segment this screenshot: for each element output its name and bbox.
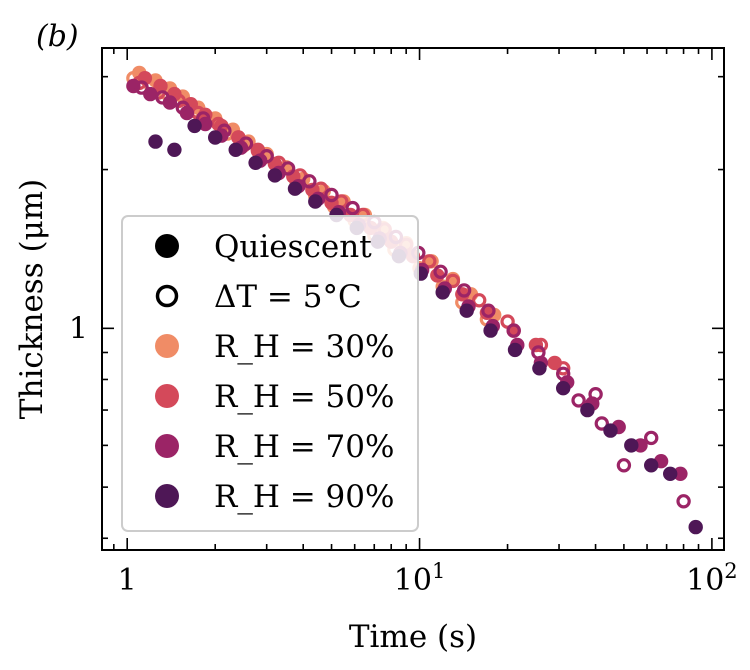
data-point xyxy=(663,466,678,481)
data-point xyxy=(259,148,274,164)
x-tick-label: 101 xyxy=(394,559,446,598)
legend-marker xyxy=(155,234,179,258)
data-point xyxy=(507,342,523,358)
legend-label: R_H = 50% xyxy=(214,379,394,415)
data-point xyxy=(673,466,688,481)
data-point xyxy=(217,123,232,138)
data-point xyxy=(287,181,303,196)
data-point xyxy=(688,519,703,535)
axis-ticks xyxy=(102,48,724,550)
data-point xyxy=(248,155,263,170)
legend-marker xyxy=(155,334,179,358)
legend-marker xyxy=(155,484,179,508)
data-point xyxy=(155,90,170,105)
data-point xyxy=(308,194,323,209)
data-point xyxy=(143,86,158,102)
legend-entry: R_H = 50% xyxy=(155,379,394,415)
legend-label: Quiescent xyxy=(214,229,372,265)
data-point xyxy=(148,134,163,149)
plot-frame xyxy=(101,47,725,551)
x-tick-label: 102 xyxy=(686,559,738,598)
y-tick-labels: 1 xyxy=(69,311,88,346)
data-point xyxy=(580,402,595,418)
data-point xyxy=(481,303,496,318)
data-point xyxy=(556,366,571,381)
data-point xyxy=(175,100,190,115)
data-point xyxy=(435,285,450,300)
legend-marker xyxy=(155,434,179,458)
data-point xyxy=(208,130,223,145)
data-point xyxy=(483,323,498,338)
data-point xyxy=(556,361,571,376)
data-point xyxy=(472,293,487,308)
legend-label: R_H = 30% xyxy=(214,329,394,365)
data-point xyxy=(433,264,448,279)
panel-label: (b) xyxy=(36,19,79,54)
data-point xyxy=(588,387,603,402)
data-point xyxy=(532,361,547,376)
legend: Quiescent ΔT = 5°C R_H = 30% R_H = 50% R_H =… xyxy=(121,215,419,532)
data-point xyxy=(571,393,586,408)
data-point xyxy=(556,381,571,396)
data-point xyxy=(280,161,296,176)
data-point xyxy=(302,174,317,189)
data-point xyxy=(134,80,149,95)
x-tick-labels: 1 101 102 xyxy=(118,559,738,598)
data-point xyxy=(624,438,639,453)
data-point xyxy=(345,200,360,216)
data-point xyxy=(616,458,632,473)
legend-entry: Quiescent xyxy=(155,229,372,265)
data-point xyxy=(324,187,339,203)
data-point xyxy=(459,303,474,318)
data-point xyxy=(603,423,618,438)
x-tick-label: 1 xyxy=(118,563,137,598)
data-point xyxy=(195,111,211,126)
legend-marker xyxy=(155,284,179,308)
legend-label: R_H = 90% xyxy=(214,479,394,515)
data-point xyxy=(531,345,546,360)
data-point xyxy=(267,168,283,183)
legend-marker xyxy=(155,384,179,408)
legend-label: ΔT = 5°C xyxy=(214,279,362,315)
y-tick-label: 1 xyxy=(69,311,88,346)
x-axis-label: Time (s) xyxy=(349,619,477,655)
data-point xyxy=(533,337,549,353)
y-axis-label: Thickness (μm) xyxy=(14,179,50,419)
data-point xyxy=(594,416,610,431)
data-point xyxy=(187,118,202,134)
data-point xyxy=(238,136,254,151)
data-point xyxy=(456,283,472,298)
data-point xyxy=(445,273,461,289)
legend-box xyxy=(121,215,419,532)
legend-entry: R_H = 90% xyxy=(155,479,394,515)
legend-entry: R_H = 70% xyxy=(155,429,394,465)
legend-label: R_H = 70% xyxy=(214,429,394,465)
data-point xyxy=(422,254,437,269)
data-point xyxy=(167,142,182,157)
data-point xyxy=(676,494,691,509)
data-point xyxy=(506,323,521,338)
data-point xyxy=(644,430,659,446)
legend-entry: R_H = 30% xyxy=(155,329,394,365)
data-point xyxy=(644,458,659,473)
legend-entry: ΔT = 5°C xyxy=(155,279,362,315)
data-point xyxy=(228,142,243,157)
